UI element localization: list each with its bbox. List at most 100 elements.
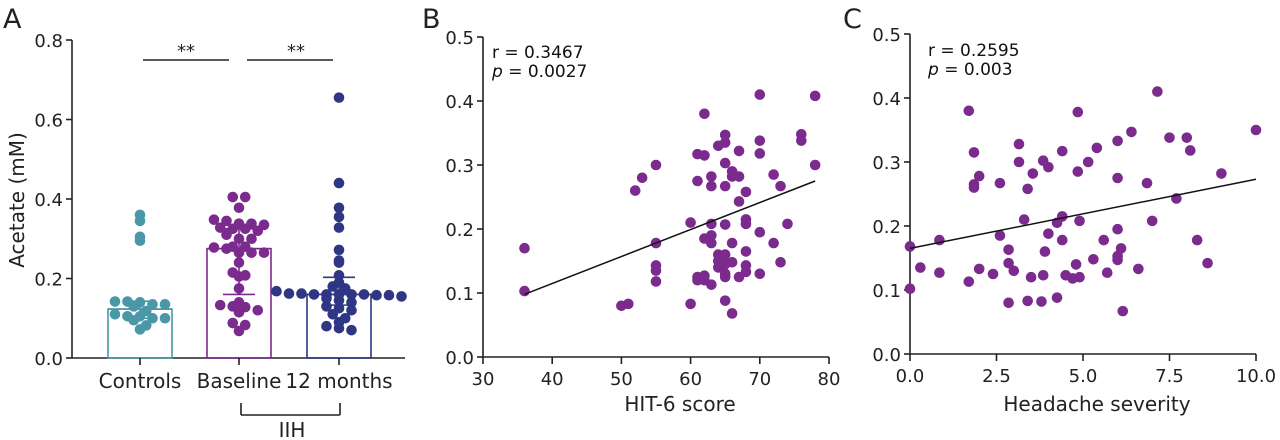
panel-c-y-tick-label: 0.3 xyxy=(872,153,901,174)
data-point xyxy=(333,177,345,189)
data-point xyxy=(726,237,738,249)
data-point xyxy=(346,324,357,336)
data-point xyxy=(754,226,766,238)
data-point xyxy=(1112,223,1123,235)
panel-c-x-label: Headache severity xyxy=(1003,392,1190,416)
significance-label-1: ** xyxy=(177,41,195,62)
data-point xyxy=(1022,183,1033,195)
data-point xyxy=(1070,259,1082,270)
data-point xyxy=(214,299,226,311)
data-point xyxy=(782,218,793,230)
data-point xyxy=(915,262,926,273)
data-point xyxy=(1003,297,1014,309)
panel-b-y-tick-label: 0.4 xyxy=(445,92,474,113)
data-point xyxy=(1025,271,1037,283)
data-point xyxy=(221,215,232,227)
data-point xyxy=(333,92,345,103)
panel-b-x-tick-label: 30 xyxy=(472,369,495,390)
p-symbol: p xyxy=(491,62,503,82)
data-point xyxy=(333,255,345,266)
data-point xyxy=(706,279,717,290)
panel-a-x-tick-label: Controls xyxy=(99,369,182,393)
panel-b-y-tick-label: 0.5 xyxy=(445,28,474,49)
data-point xyxy=(214,222,226,233)
data-point xyxy=(371,289,382,301)
panel-b-p-annotation: p = 0.0027 xyxy=(491,62,587,82)
data-point xyxy=(333,222,345,233)
data-point xyxy=(706,230,717,241)
data-point xyxy=(987,268,999,280)
data-point xyxy=(296,288,307,299)
data-point xyxy=(636,172,648,184)
data-point xyxy=(706,218,717,230)
data-point xyxy=(775,180,786,192)
panel-a-y-tick-label: 0.4 xyxy=(34,190,63,211)
panel-letter-a: A xyxy=(3,4,22,35)
data-point xyxy=(383,289,395,301)
panel-a-y-label: Acetate (mM) xyxy=(5,132,29,268)
data-point xyxy=(740,218,752,230)
data-point xyxy=(685,217,696,228)
data-point xyxy=(754,148,766,159)
data-point xyxy=(239,270,251,281)
data-point xyxy=(809,90,821,102)
data-point xyxy=(1051,292,1063,303)
group-label-iih: IIH xyxy=(279,418,306,440)
data-point xyxy=(650,159,662,171)
data-point xyxy=(706,237,717,249)
data-point xyxy=(754,89,766,100)
panel-c-r-annotation: r = 0.2595 xyxy=(928,41,1020,61)
panel-c-x-tick-label: 10.0 xyxy=(1236,366,1276,387)
data-point xyxy=(1152,86,1163,97)
data-point xyxy=(159,312,171,324)
data-point xyxy=(208,242,220,253)
data-point xyxy=(775,256,786,268)
data-point xyxy=(1027,168,1039,179)
data-point xyxy=(719,295,731,306)
data-point xyxy=(904,241,916,252)
panel-b-x-tick-label: 80 xyxy=(818,369,841,390)
data-point xyxy=(396,291,407,302)
data-point xyxy=(796,135,807,146)
panel-a-x-tick-label: Baseline xyxy=(197,369,282,393)
data-point xyxy=(719,219,731,230)
panel-c-y-tick-label: 0.2 xyxy=(872,217,901,238)
data-point xyxy=(1082,156,1094,168)
data-point xyxy=(733,171,745,182)
data-point xyxy=(339,312,351,324)
data-point xyxy=(968,182,980,193)
data-point xyxy=(740,246,752,257)
data-point xyxy=(963,276,975,287)
data-point xyxy=(1056,145,1068,157)
data-point xyxy=(754,268,766,280)
data-point xyxy=(1043,161,1054,173)
data-point xyxy=(692,175,703,187)
data-point xyxy=(768,237,779,249)
data-point xyxy=(1036,296,1047,307)
data-point xyxy=(1003,244,1014,255)
data-point xyxy=(719,157,731,169)
data-point xyxy=(246,218,257,229)
data-point xyxy=(963,105,975,117)
data-point xyxy=(1216,168,1227,179)
data-point xyxy=(1112,254,1123,266)
panel-a-x-tick-label: 12 months xyxy=(285,369,392,393)
data-point xyxy=(809,159,821,171)
data-point xyxy=(719,271,731,283)
data-point xyxy=(934,267,945,279)
data-point xyxy=(973,263,985,275)
panel-c-p-annotation: p = 0.003 xyxy=(927,60,1013,80)
data-point xyxy=(321,301,332,312)
data-point xyxy=(252,305,264,316)
data-point xyxy=(1022,295,1033,307)
data-point xyxy=(134,231,146,243)
data-point xyxy=(699,108,710,120)
data-point xyxy=(1117,305,1129,317)
data-point xyxy=(1074,215,1085,227)
data-point xyxy=(1088,253,1099,265)
data-point xyxy=(994,177,1006,189)
data-point xyxy=(719,137,731,148)
data-point xyxy=(1072,166,1084,177)
panel-c-regression-line xyxy=(909,178,1257,250)
